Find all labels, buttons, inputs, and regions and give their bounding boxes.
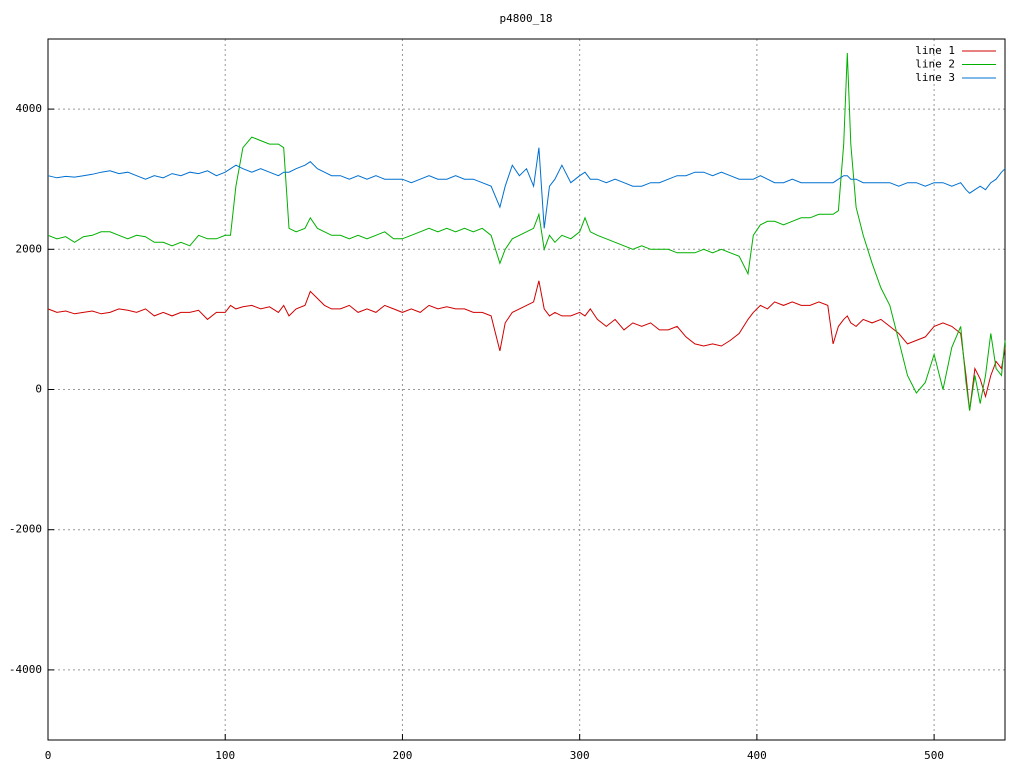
y-tick-label: -4000 (9, 663, 42, 676)
legend-label: line 2 (915, 58, 955, 71)
y-tick-label: 4000 (16, 102, 43, 115)
x-tick-label: 500 (924, 749, 944, 762)
x-tick-label: 0 (45, 749, 52, 762)
x-tick-label: 200 (393, 749, 413, 762)
y-tick-label: 2000 (16, 242, 43, 255)
data-line (47, 280, 1006, 411)
data-line (47, 52, 1006, 411)
data-line (47, 147, 1006, 229)
y-tick-label: -2000 (9, 523, 42, 536)
chart-title: p4800_18 (500, 12, 553, 25)
x-tick-label: 100 (215, 749, 235, 762)
legend-label: line 3 (915, 71, 955, 84)
legend-label: line 1 (915, 44, 955, 57)
x-tick-label: 300 (570, 749, 590, 762)
x-tick-label: 400 (747, 749, 767, 762)
plot-frame (47, 38, 1006, 741)
y-tick-label: 0 (35, 383, 42, 396)
